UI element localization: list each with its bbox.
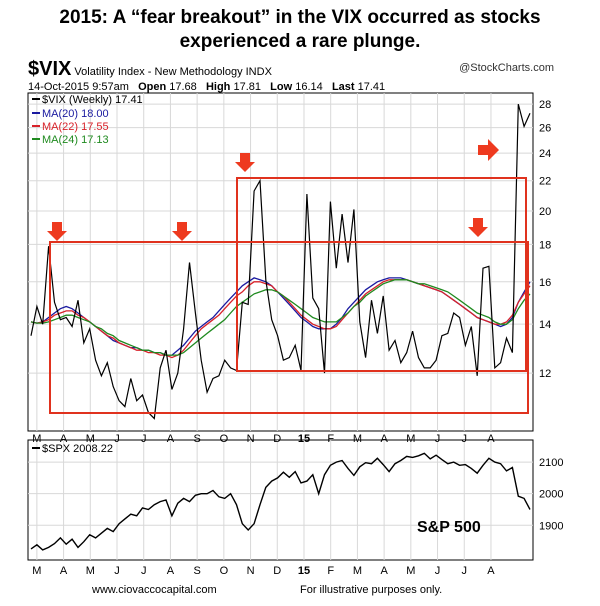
spx-x-tick: A [60,565,68,577]
vix-y-tick: 16 [539,277,551,289]
vix-y-tick: 22 [539,176,551,188]
footer-note: For illustrative purposes only. [300,584,443,596]
high-label: High [205,81,231,93]
vix-price-line [30,103,531,420]
vix-x-tick: M [32,433,41,445]
vix-x-tick: S [193,433,200,445]
ma20-line [30,277,531,356]
spx-x-tick: O [220,565,229,577]
vix-y-tick: 28 [539,99,551,111]
vix-y-tick: 18 [539,239,551,251]
vix-y-tick: 26 [539,123,551,135]
legend-entry: MA(20) 18.00 [42,108,109,120]
spx-x-tick: J [461,565,467,577]
chart-header: $VIX Volatility Index - New Methodology … [28,58,558,81]
spx-panel-frame [27,439,534,561]
spx-x-tick: A [487,565,495,577]
low-label: Low [270,81,293,93]
vix-x-tick: M [353,433,362,445]
vix-x-tick: F [327,433,334,445]
vix-y-tick: 12 [539,368,551,380]
sp500-label: S&P 500 [417,519,481,536]
vix-x-tick: J [114,433,120,445]
headline-line-1: 2015: A “fear breakout” in the VIX occur… [59,7,541,28]
vix-x-tick: M [86,433,95,445]
range-box-2015 [236,177,527,372]
ma24-line [30,279,531,356]
vix-x-tick: A [60,433,68,445]
low-value: 16.14 [295,81,323,93]
legend-entry: $VIX (Weekly) 17.41 [42,94,143,106]
spx-x-tick: J [141,565,147,577]
spx-price-line [30,452,531,551]
spx-x-tick: 15 [298,565,310,577]
symbol-description: Volatility Index - New Methodology INDX [74,66,272,78]
spx-x-tick: F [327,565,334,577]
spx-x-tick: J [435,565,441,577]
spx-y-tick: 2100 [539,457,563,469]
arrow-down-icon [235,153,255,172]
last-value: 17.41 [357,81,386,93]
vix-x-tick: 15 [298,433,310,445]
vix-x-tick: A [487,433,495,445]
open-label: Open [138,81,167,93]
range-box-2014 [49,241,529,414]
footer-website: www.ciovaccocapital.com [92,584,217,596]
vix-x-tick: O [220,433,229,445]
symbol: $VIX [28,58,72,80]
headline: 2015: A “fear breakout” in the VIX occur… [0,6,600,54]
spx-legend-entry: $SPX 2008.22 [42,443,113,455]
brand-watermark: @StockCharts.com [459,62,554,74]
spx-y-tick: 2000 [539,489,563,501]
vix-panel-frame [27,92,534,432]
quote-line: 14-Oct-2015 9:57am Open 17.68 High 17.81… [28,81,385,93]
spx-x-tick: M [353,565,362,577]
vix-y-tick: 20 [539,206,551,218]
vix-x-tick: A [167,433,175,445]
vix-x-tick: J [461,433,467,445]
last-label: Last [331,81,355,93]
vix-y-tick: 24 [539,148,551,160]
vix-x-tick: J [141,433,147,445]
spx-x-tick: A [380,565,388,577]
quote-date: 14-Oct-2015 9:57am [28,81,129,93]
spx-x-tick: N [247,565,255,577]
vix-x-tick: A [380,433,388,445]
legend-entry: MA(22) 17.55 [42,121,109,133]
spx-x-tick: M [32,565,41,577]
spx-x-tick: A [167,565,175,577]
arrow-down-icon [468,218,488,237]
open-value: 17.68 [169,81,197,93]
high-value: 17.81 [233,81,261,93]
spx-x-tick: M [406,565,415,577]
headline-line-2: experienced a rare plunge. [179,31,421,52]
vix-x-tick: N [247,433,255,445]
vix-y-tick: 14 [539,319,551,331]
vix-x-tick: D [273,433,281,445]
arrow-down-icon [172,222,192,241]
spx-x-tick: J [114,565,120,577]
spx-x-tick: S [193,565,200,577]
vix-x-tick: M [406,433,415,445]
spx-y-tick: 1900 [539,520,563,532]
spx-x-tick: D [273,565,281,577]
arrow-right-icon [478,139,499,161]
spx-x-tick: M [86,565,95,577]
arrow-down-icon [47,222,67,241]
legend-entry: MA(24) 17.13 [42,134,109,146]
vix-x-tick: J [435,433,441,445]
